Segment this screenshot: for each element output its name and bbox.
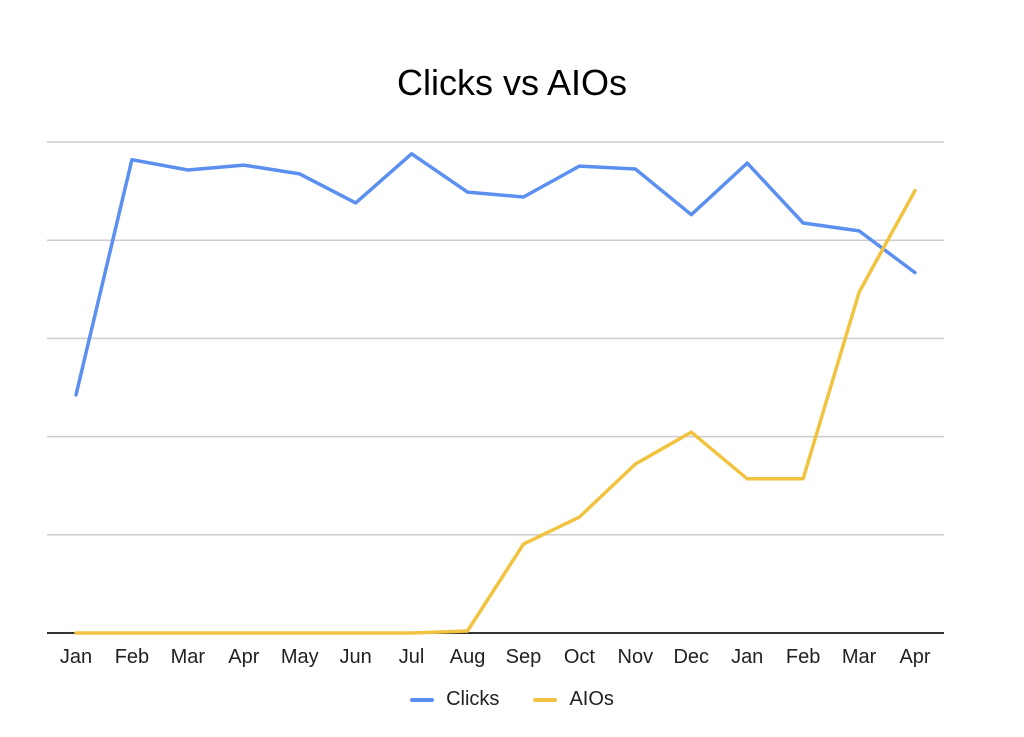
x-tick-label: Jul (399, 646, 425, 668)
x-tick-label: Nov (618, 646, 654, 668)
x-tick-label: Sep (506, 646, 542, 668)
chart-title: Clicks vs AIOs (396, 62, 628, 103)
series-line-clicks[interactable] (74, 152, 917, 397)
x-tick-label: Dec (673, 646, 709, 668)
x-tick-label: Mar (171, 646, 206, 668)
x-tick-label: Apr (228, 646, 259, 668)
series-lines (74, 152, 917, 635)
x-tick-label: Mar (842, 646, 877, 668)
x-tick-label: Jan (60, 646, 92, 668)
legend-swatch-aios (533, 697, 558, 702)
legend-item-clicks[interactable]: Clicks (410, 688, 499, 711)
x-tick-label: Oct (564, 646, 596, 668)
x-tick-label: Feb (115, 646, 149, 668)
legend-item-aios[interactable]: AIOs (533, 688, 614, 711)
x-tick-label: Apr (899, 646, 930, 668)
legend-label-aios: AIOs (569, 688, 614, 710)
x-tick-label: Feb (786, 646, 820, 668)
x-tick-label: May (281, 646, 319, 668)
legend: Clicks AIOs (0, 688, 1024, 711)
gridlines (47, 141, 944, 536)
x-tick-label: Jun (340, 646, 372, 668)
legend-swatch-clicks (410, 697, 435, 702)
series-line-aios[interactable] (74, 188, 917, 635)
legend-label-clicks: Clicks (446, 688, 500, 710)
x-tick-labels: Jan Feb Mar Apr May Jun Jul Aug Sep Oct Nov Dec Jan F… (60, 646, 931, 668)
x-tick-label: Jan (731, 646, 763, 668)
x-tick-label: Aug (450, 646, 486, 668)
